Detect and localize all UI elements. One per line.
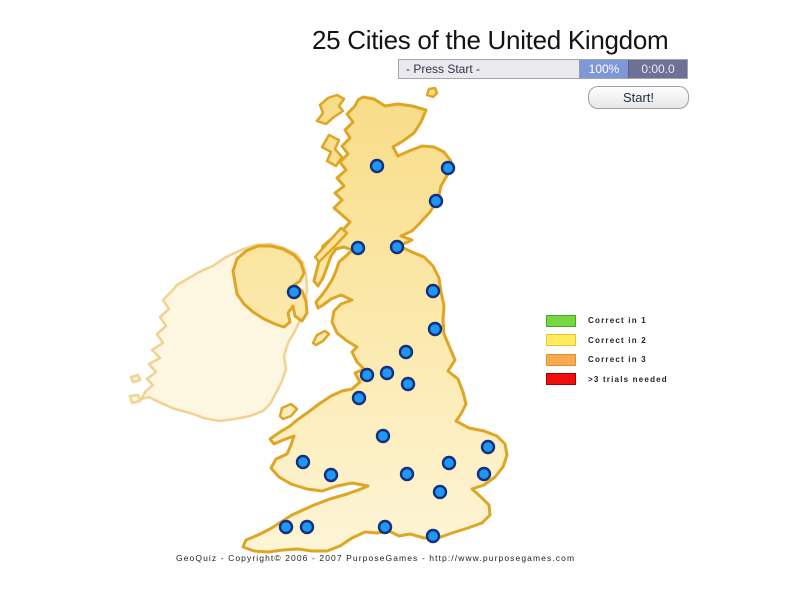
city-dot-7[interactable] <box>286 284 302 300</box>
northern-ireland-region <box>231 244 309 329</box>
city-dot-21[interactable] <box>432 484 448 500</box>
ireland-islet-south <box>128 393 142 405</box>
city-dot-5[interactable] <box>350 240 366 256</box>
city-dot-9[interactable] <box>398 344 414 360</box>
page-title: 25 Cities of the United Kingdom <box>312 25 669 55</box>
city-dot-4[interactable] <box>389 239 405 255</box>
legend-swatch-correct-in-3 <box>546 353 576 366</box>
city-dot-13[interactable] <box>351 390 367 406</box>
legend-swatch-correct-in-2 <box>546 334 576 347</box>
city-dot-1[interactable] <box>369 158 385 174</box>
city-dot-10[interactable] <box>379 365 395 381</box>
legend-item-correct-in-3: Correct in 3 <box>546 350 668 370</box>
city-dot-25[interactable] <box>425 528 441 544</box>
footer-credit: GeoQuiz - Copyright© 2006 - 2007 Purpose… <box>176 553 576 563</box>
islay-jura-island <box>313 226 349 264</box>
outer-hebrides-island <box>315 93 346 126</box>
city-dot-18[interactable] <box>399 466 415 482</box>
legend-item-more-than-3: >3 trials needed <box>546 370 668 390</box>
great-britain-landmass <box>241 95 509 554</box>
city-dots-layer <box>278 158 496 544</box>
city-dot-24[interactable] <box>377 519 393 535</box>
anglesey-island <box>278 402 299 421</box>
skye-island <box>320 133 344 168</box>
legend-swatch-more-than-3 <box>546 373 576 386</box>
legend-swatch-correct-in-1 <box>546 314 576 327</box>
city-dot-22[interactable] <box>278 519 294 535</box>
legend-item-correct-in-2: Correct in 2 <box>546 331 668 351</box>
city-dot-16[interactable] <box>295 454 311 470</box>
legend-item-correct-in-1: Correct in 1 <box>546 311 668 331</box>
city-dot-12[interactable] <box>400 376 416 392</box>
city-dot-6[interactable] <box>425 283 441 299</box>
start-button[interactable]: Start! <box>588 86 689 109</box>
legend-item-label: Correct in 1 <box>588 316 647 326</box>
legend: Correct in 1 Correct in 2 Correct in 3 >3 t… <box>546 311 668 389</box>
city-dot-14[interactable] <box>375 428 391 444</box>
legend-item-label: Correct in 3 <box>588 355 647 365</box>
city-dot-11[interactable] <box>359 367 375 383</box>
legend-item-label: >3 trials needed <box>588 374 668 384</box>
city-dot-8[interactable] <box>427 321 443 337</box>
city-dot-3[interactable] <box>428 193 444 209</box>
city-dot-15[interactable] <box>480 439 496 455</box>
legend-item-label: Correct in 2 <box>588 335 647 345</box>
isle-of-man <box>311 329 331 347</box>
city-dot-19[interactable] <box>476 466 492 482</box>
city-dot-23[interactable] <box>299 519 315 535</box>
status-bar: - Press Start - 100% 0:00.0 <box>398 59 688 79</box>
ireland-islet-north <box>129 373 142 384</box>
status-message: - Press Start - <box>399 60 579 78</box>
timer-display: 0:00.0 <box>628 60 687 78</box>
city-dot-20[interactable] <box>323 467 339 483</box>
united-kingdom-group <box>231 86 509 554</box>
city-dot-2[interactable] <box>440 160 456 176</box>
orkney-islet <box>425 86 439 99</box>
city-dot-17[interactable] <box>441 455 457 471</box>
progress-percent: 100% <box>579 60 628 78</box>
